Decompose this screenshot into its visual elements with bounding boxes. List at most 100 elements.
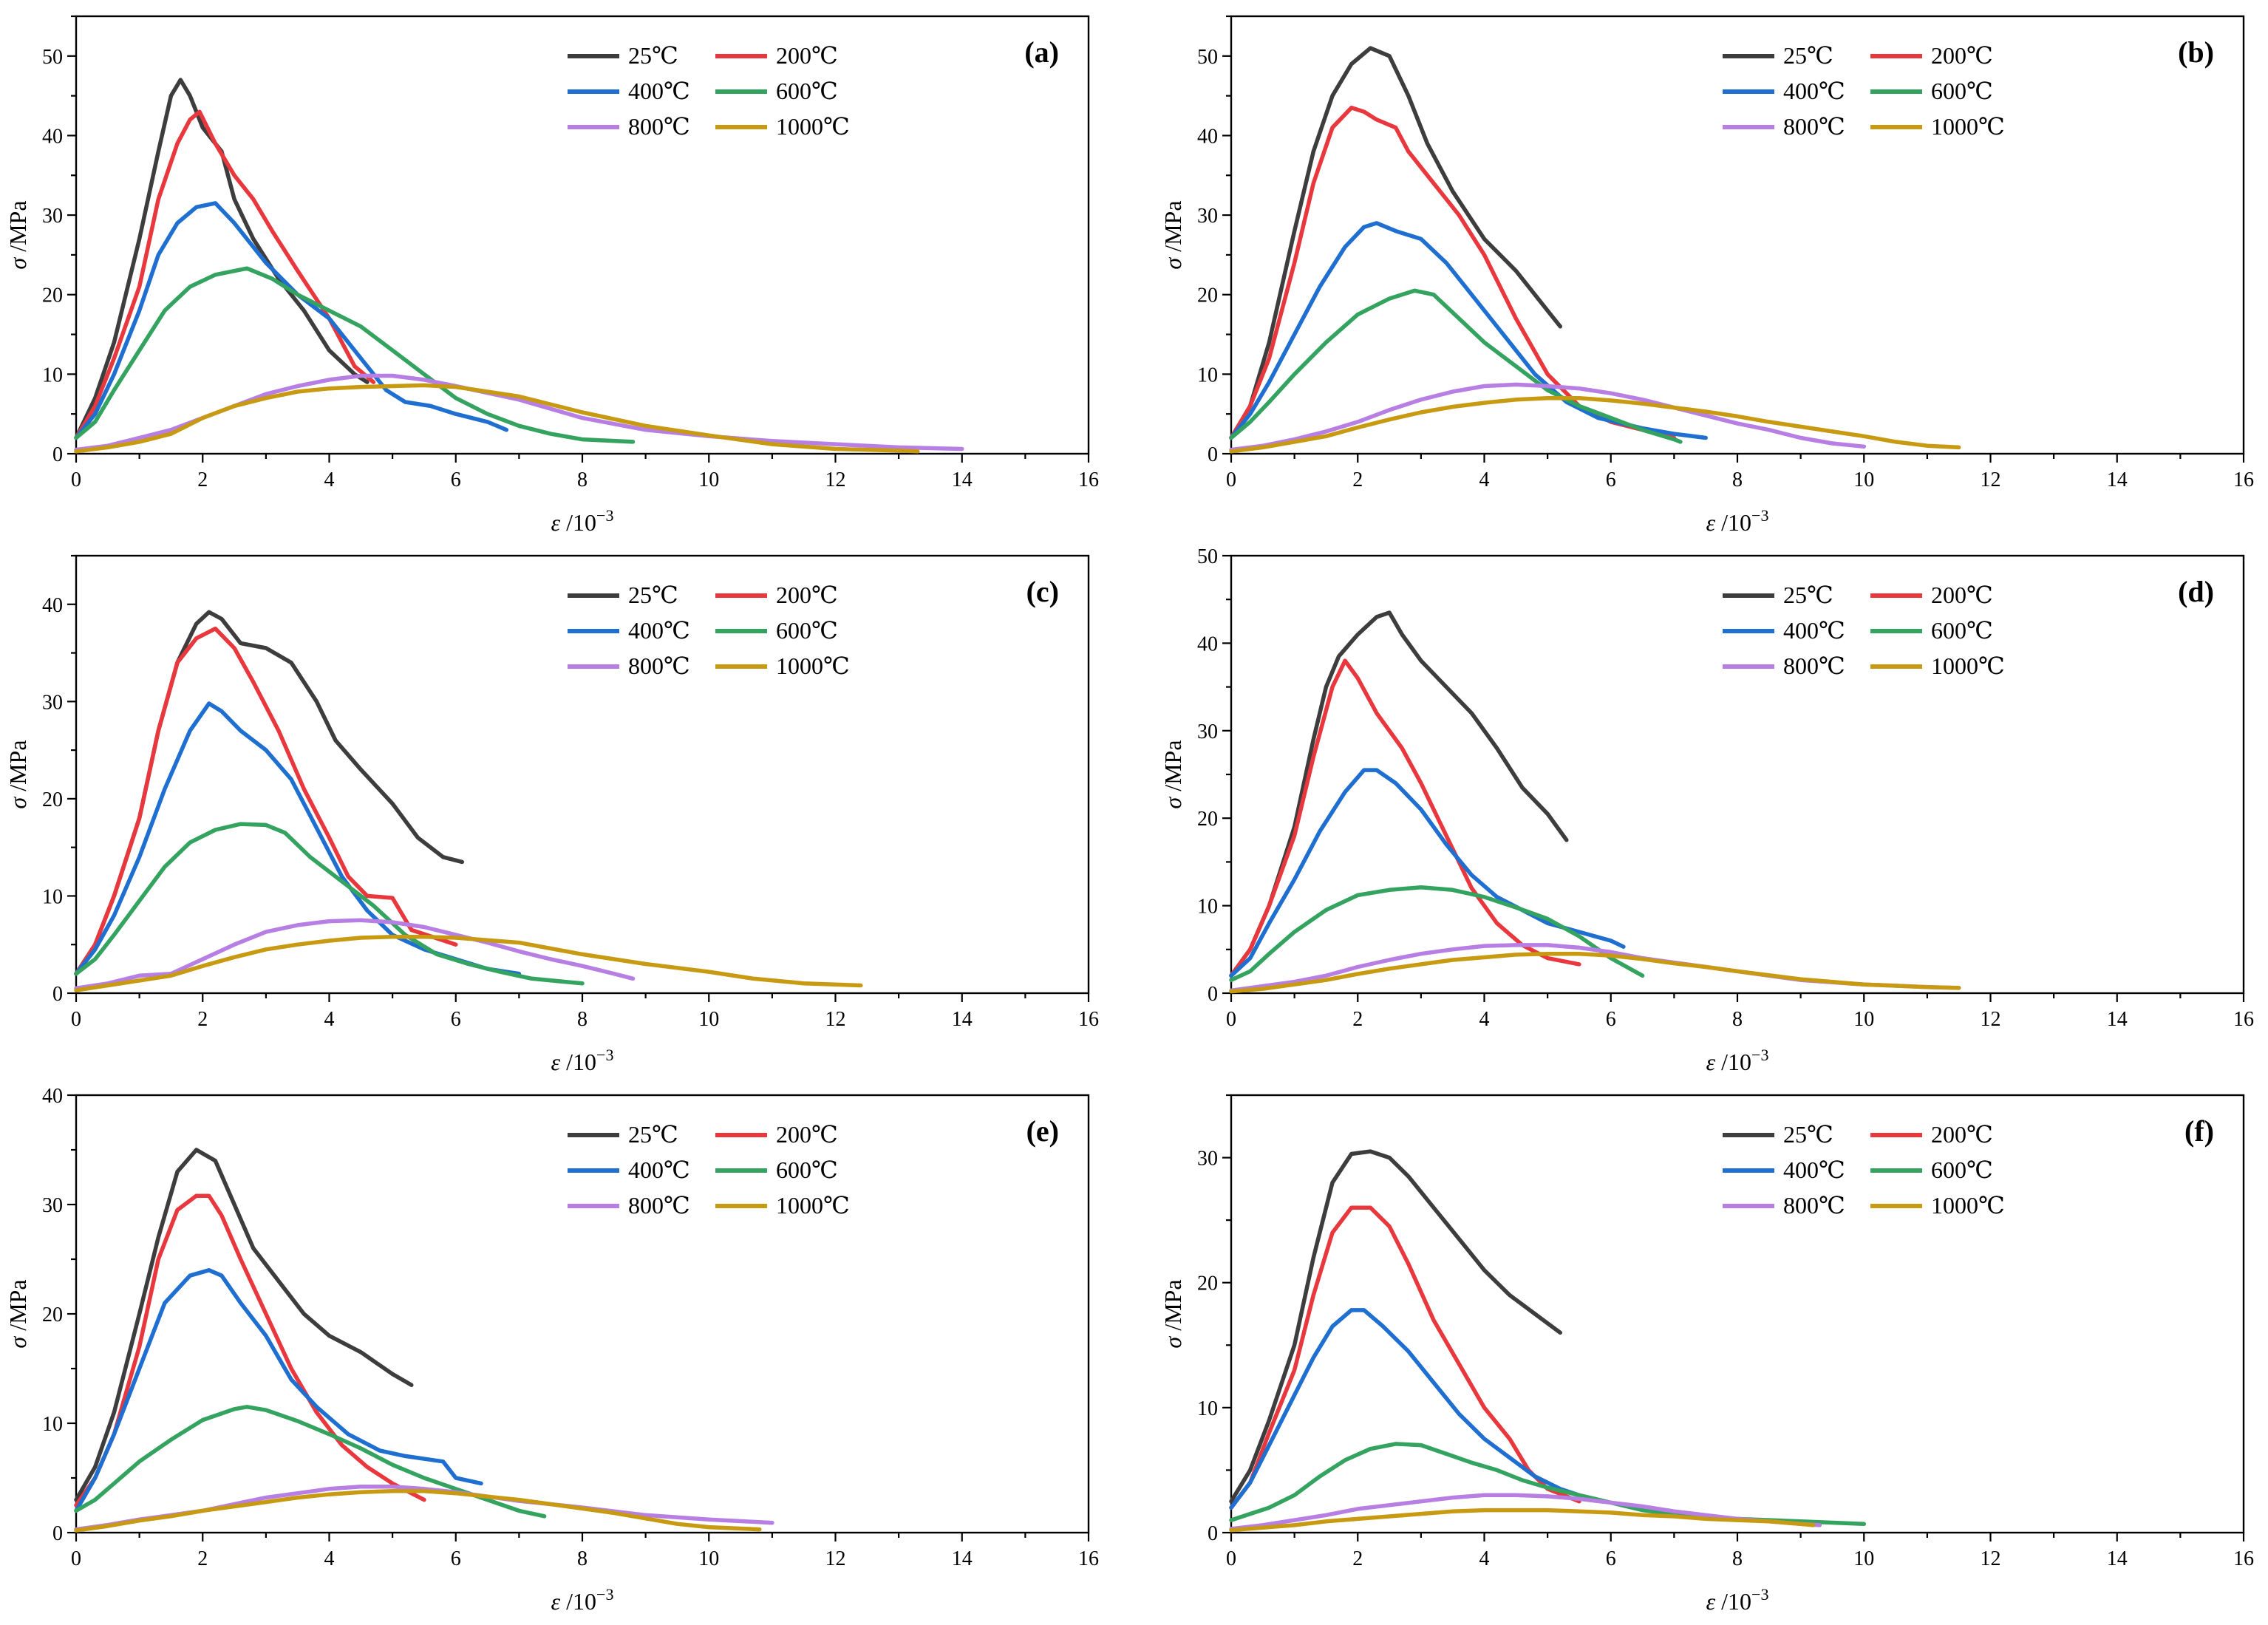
x-tick-label: 12 bbox=[1981, 1008, 2001, 1031]
series-line-400C bbox=[74, 201, 509, 440]
y-axis-label: σ /MPa bbox=[1159, 740, 1186, 808]
x-axis-symbol: ε bbox=[551, 1049, 567, 1075]
legend-label-1000C: 1000℃ bbox=[1931, 1192, 2005, 1219]
legend-label-800C: 800℃ bbox=[628, 1192, 690, 1219]
x-tick-label: 14 bbox=[952, 1008, 973, 1031]
series-line-200C bbox=[74, 109, 376, 440]
chart-panel-2: 0 2 4 6 8 10 12 14 16 0 10 20 30 40 50 ε /10−3 σ /MPa (b)… bbox=[1159, 15, 2254, 536]
y-axis-label: σ /MPa bbox=[1159, 1279, 1186, 1348]
legend-label-200C: 200℃ bbox=[1931, 582, 1993, 608]
chart-panel-3: 0 2 4 6 8 10 12 14 16 0 10 20 30 40 ε /10−3 σ /MPa (c) 25… bbox=[4, 554, 1099, 1075]
chart-panel-5: 0 2 4 6 8 10 12 14 16 0 10 20 30 40 ε /10−3 σ /MPa (e) 25… bbox=[4, 1085, 1099, 1615]
series-line-400C bbox=[74, 1268, 483, 1513]
x-tick-label: 14 bbox=[952, 469, 973, 491]
y-axis-unit: /MPa bbox=[1159, 740, 1186, 797]
y-tick-label: 30 bbox=[42, 205, 63, 228]
legend-label-25C: 25℃ bbox=[628, 582, 678, 608]
series-line-25C bbox=[74, 78, 370, 440]
series-line-25C bbox=[1229, 610, 1569, 978]
y-axis-label: σ /MPa bbox=[4, 1279, 31, 1348]
x-axis-label: ε /10−3 bbox=[551, 1046, 614, 1075]
x-tick-label: 14 bbox=[2107, 469, 2128, 491]
x-axis-label: ε /10−3 bbox=[551, 1585, 614, 1615]
y-tick-label: 0 bbox=[1208, 983, 1218, 1006]
y-axis-unit: /MPa bbox=[4, 740, 31, 797]
x-tick-label: 0 bbox=[1226, 1008, 1236, 1031]
legend-label-200C: 200℃ bbox=[1931, 42, 1993, 69]
x-tick-label: 16 bbox=[1078, 1547, 1099, 1570]
y-tick-label: 10 bbox=[1197, 1397, 1218, 1420]
x-tick-label: 6 bbox=[451, 1008, 461, 1031]
x-tick-label: 2 bbox=[1352, 1008, 1363, 1031]
legend-label-400C: 400℃ bbox=[1783, 617, 1845, 644]
x-axis-exponent: −3 bbox=[1751, 506, 1768, 525]
x-tick-label: 16 bbox=[1078, 1008, 1099, 1031]
x-tick-label: 8 bbox=[1732, 1008, 1743, 1031]
x-tick-label: 0 bbox=[1226, 469, 1236, 491]
y-tick-label: 20 bbox=[42, 285, 63, 307]
x-axis-label: ε /10−3 bbox=[1706, 1585, 1769, 1615]
x-tick-label: 2 bbox=[1352, 1547, 1363, 1570]
x-tick-label: 14 bbox=[2107, 1547, 2128, 1570]
x-tick-label: 16 bbox=[2233, 1547, 2254, 1570]
legend-label-400C: 400℃ bbox=[628, 617, 690, 644]
y-axis-unit: /MPa bbox=[1159, 200, 1186, 257]
legend-label-25C: 25℃ bbox=[1783, 1121, 1833, 1148]
x-tick-label: 12 bbox=[1981, 1547, 2001, 1570]
series-line-600C bbox=[1229, 1442, 1867, 1526]
series-line-200C bbox=[74, 626, 458, 976]
legend-label-600C: 600℃ bbox=[1931, 617, 1993, 644]
y-tick-label: 20 bbox=[1197, 808, 1218, 831]
x-axis-symbol: ε bbox=[551, 509, 567, 536]
y-axis-label: σ /MPa bbox=[4, 200, 31, 269]
y-tick-label: 0 bbox=[1208, 1522, 1218, 1545]
x-tick-label: 10 bbox=[698, 1547, 719, 1570]
x-tick-label: 10 bbox=[698, 469, 719, 491]
x-axis-label: ε /10−3 bbox=[1706, 506, 1769, 536]
legend-label-200C: 200℃ bbox=[776, 42, 838, 69]
legend-label-600C: 600℃ bbox=[776, 1156, 838, 1183]
y-tick-label: 30 bbox=[1197, 1148, 1218, 1171]
x-axis-exponent: −3 bbox=[596, 506, 613, 525]
x-tick-label: 10 bbox=[1853, 1547, 1874, 1570]
x-tick-label: 14 bbox=[2107, 1008, 2128, 1031]
x-tick-label: 4 bbox=[324, 1008, 335, 1031]
legend-label-200C: 200℃ bbox=[1931, 1121, 1993, 1148]
legend-label-1000C: 1000℃ bbox=[776, 113, 850, 140]
x-tick-label: 12 bbox=[825, 1008, 846, 1031]
x-tick-label: 12 bbox=[1981, 469, 2001, 491]
legend-label-1000C: 1000℃ bbox=[1931, 653, 2005, 679]
y-axis-label: σ /MPa bbox=[1159, 200, 1186, 269]
y-tick-label: 40 bbox=[42, 125, 63, 148]
plot-frame bbox=[75, 15, 1090, 455]
y-tick-label: 10 bbox=[42, 885, 63, 908]
x-tick-label: 2 bbox=[197, 1547, 208, 1570]
legend-label-800C: 800℃ bbox=[628, 113, 690, 140]
y-axis-unit: /MPa bbox=[1159, 1279, 1186, 1336]
x-axis-symbol: ε bbox=[1706, 1049, 1722, 1075]
x-axis-unit: /10 bbox=[566, 1049, 596, 1075]
y-tick-label: 40 bbox=[1197, 633, 1218, 655]
x-tick-label: 4 bbox=[324, 469, 335, 491]
y-axis-unit: /MPa bbox=[4, 200, 31, 257]
x-tick-label: 6 bbox=[1606, 1008, 1616, 1031]
y-tick-label: 50 bbox=[1197, 46, 1218, 69]
series-line-200C bbox=[1229, 106, 1677, 440]
y-tick-label: 0 bbox=[52, 983, 63, 1006]
panel-label: (f) bbox=[2184, 1114, 2214, 1148]
y-tick-label: 10 bbox=[1197, 896, 1218, 919]
x-tick-label: 6 bbox=[451, 469, 461, 491]
y-tick-label: 50 bbox=[1197, 545, 1218, 568]
x-tick-label: 4 bbox=[1479, 1008, 1490, 1031]
x-tick-label: 16 bbox=[1078, 469, 1099, 491]
x-tick-label: 2 bbox=[197, 469, 208, 491]
y-tick-label: 30 bbox=[42, 691, 63, 714]
x-axis-label: ε /10−3 bbox=[1706, 1046, 1769, 1075]
x-tick-label: 8 bbox=[577, 469, 588, 491]
x-tick-label: 10 bbox=[1853, 1008, 1874, 1031]
plot-frame bbox=[1230, 15, 2245, 455]
legend-label-25C: 25℃ bbox=[1783, 42, 1833, 69]
x-tick-label: 10 bbox=[698, 1008, 719, 1031]
panel-label: (c) bbox=[1026, 575, 1059, 608]
